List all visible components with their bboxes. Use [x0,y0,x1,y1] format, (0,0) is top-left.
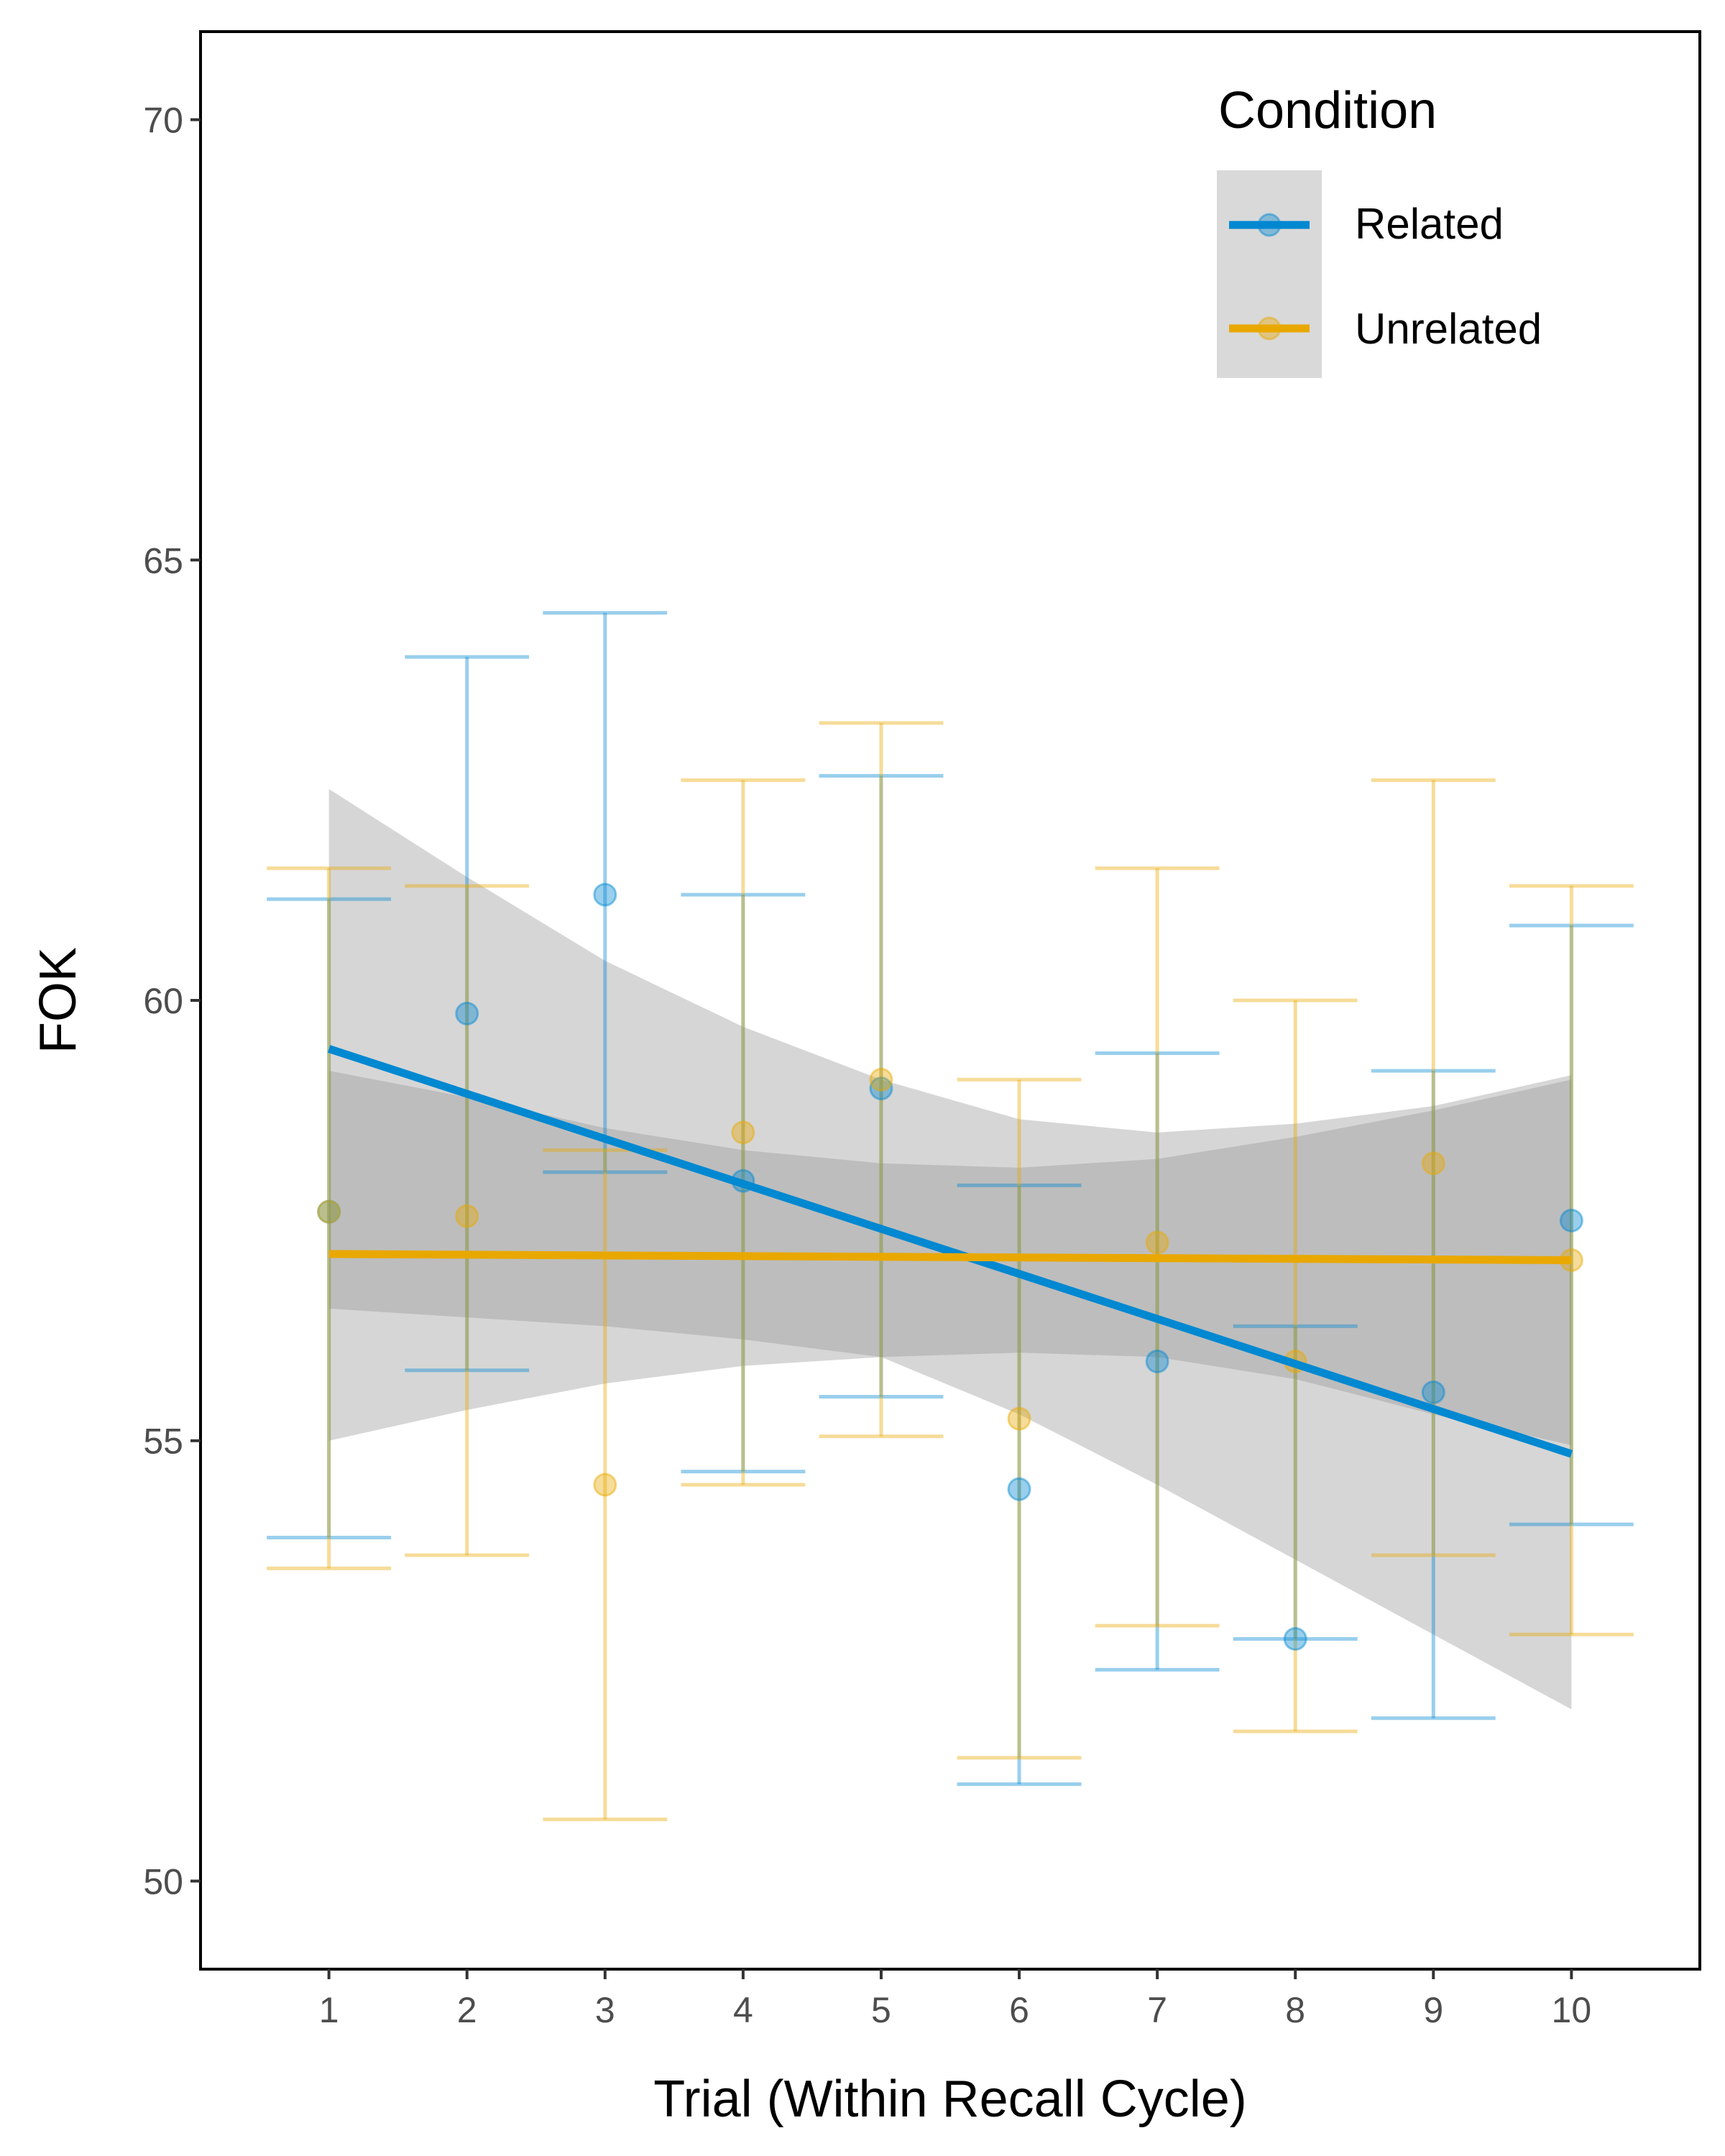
x-tick-label: 6 [1009,1990,1029,2030]
error-bars [267,611,1634,1822]
legend: Condition Related Unrelated [1217,82,1542,378]
legend-key-background [1217,170,1322,378]
legend-title: Condition [1218,82,1437,139]
error-bar-unrelated [957,1077,1082,1760]
data-point-unrelated [317,1199,341,1224]
trend-line-related [327,1045,1573,1458]
data-point-related [593,883,617,907]
mean-points [317,883,1583,1651]
error-bar-related [267,897,392,1540]
error-bar-unrelated [1371,778,1496,1557]
data-point-unrelated [731,1120,755,1145]
x-tick-label: 2 [457,1990,477,2030]
data-point-unrelated [869,1067,893,1092]
trend-lines [327,1045,1573,1458]
y-axis-title: FOK [29,947,87,1054]
x-tick-label: 8 [1285,1990,1305,2030]
data-point-unrelated [1145,1230,1169,1255]
error-bar-unrelated [267,866,392,1570]
data-point-unrelated [1007,1406,1031,1431]
y-tick-label: 65 [143,540,183,581]
error-bar-related [1095,1051,1220,1672]
data-point-related [1283,1626,1307,1651]
x-tick-label: 9 [1423,1990,1443,2030]
x-tick-label: 4 [733,1990,753,2030]
error-bar-unrelated [1509,884,1634,1636]
data-point-unrelated [455,1204,479,1228]
data-point-related [455,1001,479,1026]
error-bar-related [543,611,668,1174]
x-tick-label: 7 [1147,1990,1167,2030]
data-point-related [1145,1349,1169,1373]
data-point-related [1559,1208,1583,1233]
data-point-unrelated [1421,1151,1445,1176]
y-tick-label: 55 [143,1422,183,1462]
x-axis-title: Trial (Within Recall Cycle) [653,2070,1246,2128]
data-point-unrelated [593,1473,617,1497]
data-point-related [317,1199,341,1224]
error-bar-related [1509,923,1634,1526]
legend-keys [1229,213,1310,341]
x-tick-label: 3 [595,1990,615,2030]
y-tick-label: 60 [143,981,183,1021]
x-tick-label: 10 [1552,1990,1592,2030]
error-bar-related [1371,1069,1496,1720]
axes: 50 55 60 65 70 1 2 3 4 5 6 7 8 9 10 [143,101,1591,2030]
x-tick-label: 1 [319,1990,339,2030]
error-bar-unrelated [819,721,944,1439]
error-bar-unrelated [681,778,806,1487]
legend-key-point-unrelated [1257,316,1282,341]
error-bar-related [1233,1324,1358,1641]
legend-label-related: Related [1355,200,1504,248]
legend-label-unrelated: Unrelated [1355,305,1542,353]
y-tick-label: 70 [143,101,183,141]
trend-line-unrelated [328,1250,1572,1265]
data-point-related [1007,1477,1031,1501]
error-bar-related [819,774,944,1399]
data-point-related [869,1077,893,1101]
legend-key-point-related [1257,213,1282,237]
error-bar-unrelated [405,884,530,1557]
error-bar-unrelated [1095,866,1220,1628]
y-tick-label: 50 [143,1861,183,1902]
data-point-related [1421,1380,1445,1404]
error-bar-related [957,1183,1082,1787]
x-tick-label: 5 [871,1990,891,2030]
